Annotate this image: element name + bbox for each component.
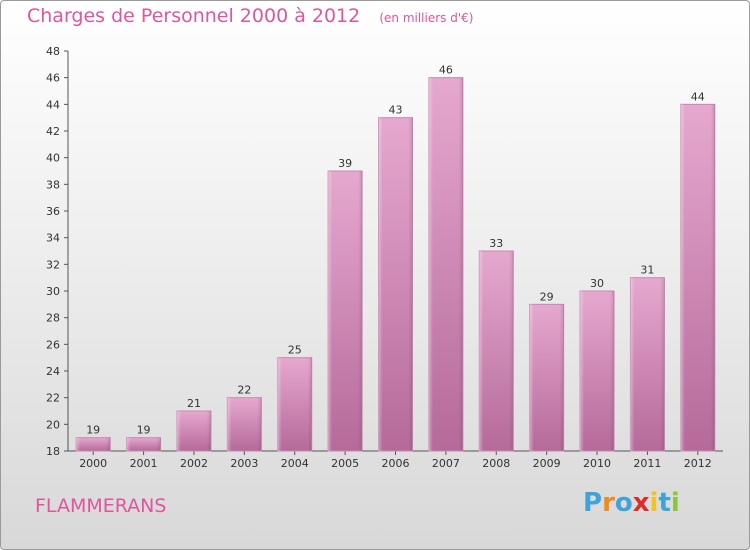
logo-letter: i <box>670 488 680 518</box>
y-tick-label: 18 <box>46 445 60 458</box>
y-tick-label: 44 <box>46 98 60 111</box>
value-label-2001: 19 <box>137 424 151 437</box>
bar-shade-2010 <box>580 291 615 451</box>
y-tick-label: 32 <box>46 258 60 271</box>
logo-letter: x <box>632 488 650 518</box>
y-tick-label: 42 <box>46 125 60 138</box>
x-tick-label-2010: 2010 <box>583 457 611 470</box>
x-tick-label-2007: 2007 <box>432 457 460 470</box>
logo-letter: r <box>602 488 615 518</box>
chart-subtitle: (en milliers d'€) <box>379 11 474 25</box>
value-label-2004: 25 <box>288 344 302 357</box>
value-label-2000: 19 <box>86 424 100 437</box>
logo-letter: P <box>583 488 603 518</box>
x-tick-label-2004: 2004 <box>281 457 309 470</box>
chart-title: Charges de Personnel 2000 à 2012 <box>27 5 361 27</box>
proxiti-logo: Proxiti <box>583 488 680 518</box>
x-tick-label-2001: 2001 <box>130 457 158 470</box>
bar-shade-2007 <box>428 77 463 452</box>
bar-shade-2005 <box>328 171 363 451</box>
x-tick-label-2006: 2006 <box>382 457 410 470</box>
logo-letter: o <box>614 488 633 518</box>
bar-shade-2011 <box>630 277 665 451</box>
value-label-2006: 43 <box>389 104 403 117</box>
logo-letter: t <box>658 488 671 518</box>
bar-shade-2004 <box>277 357 312 451</box>
commune-name: FLAMMERANS <box>35 495 167 517</box>
bar-shade-2003 <box>227 397 262 451</box>
bar-shade-2000 <box>76 437 111 451</box>
y-tick-label: 22 <box>46 392 60 405</box>
x-tick-label-2003: 2003 <box>230 457 258 470</box>
x-tick-label-2002: 2002 <box>180 457 208 470</box>
value-label-2012: 44 <box>691 90 705 103</box>
y-tick-label: 26 <box>46 338 60 351</box>
y-tick-label: 30 <box>46 285 60 298</box>
x-tick-label-2011: 2011 <box>633 457 661 470</box>
x-tick-label-2005: 2005 <box>331 457 359 470</box>
bar-shade-2008 <box>479 251 514 451</box>
logo-letter: i <box>649 488 659 518</box>
x-tick-label-2012: 2012 <box>684 457 712 470</box>
y-tick-label: 40 <box>46 152 60 165</box>
value-label-2009: 29 <box>540 290 554 303</box>
y-tick-label: 48 <box>46 45 60 58</box>
bar-shade-2009 <box>529 304 564 451</box>
bar-shade-2001 <box>126 437 161 451</box>
x-tick-label-2000: 2000 <box>79 457 107 470</box>
title-row: Charges de Personnel 2000 à 2012 (en mil… <box>27 5 473 27</box>
bar-shade-2006 <box>378 117 413 452</box>
bar-shade-2012 <box>680 104 715 451</box>
value-label-2011: 31 <box>640 264 654 277</box>
y-tick-label: 34 <box>46 232 60 245</box>
y-tick-label: 28 <box>46 312 60 325</box>
value-label-2010: 30 <box>590 277 604 290</box>
y-tick-label: 46 <box>46 72 60 85</box>
value-label-2008: 33 <box>489 237 503 250</box>
x-tick-label-2009: 2009 <box>533 457 561 470</box>
value-label-2007: 46 <box>439 64 453 77</box>
y-tick-label: 38 <box>46 178 60 191</box>
bar-shade-2002 <box>176 411 211 451</box>
y-tick-label: 36 <box>46 205 60 218</box>
x-tick-label-2008: 2008 <box>482 457 510 470</box>
value-label-2005: 39 <box>338 157 352 170</box>
value-label-2003: 22 <box>237 384 251 397</box>
y-tick-label: 24 <box>46 365 60 378</box>
value-label-2002: 21 <box>187 397 201 410</box>
y-tick-label: 20 <box>46 418 60 431</box>
